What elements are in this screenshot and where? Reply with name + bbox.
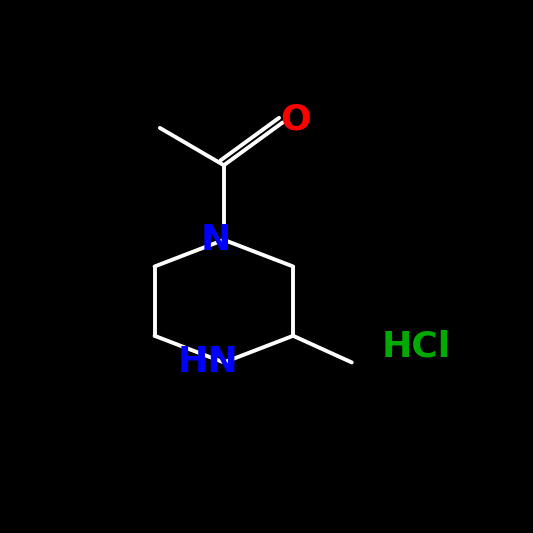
Text: N: N (201, 223, 231, 257)
Text: O: O (280, 103, 311, 137)
Text: HN: HN (177, 345, 238, 379)
Text: HCl: HCl (381, 329, 450, 364)
